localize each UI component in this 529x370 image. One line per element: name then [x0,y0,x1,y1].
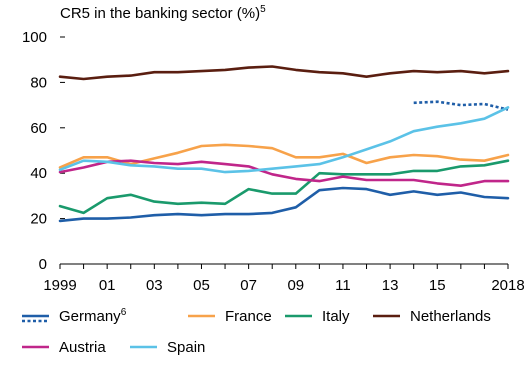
legend-item-germany: Germany6 [22,307,127,325]
x-tick-label: 05 [193,277,210,294]
legend-item-france: France [188,308,272,325]
chart-title-superscript: 5 [260,4,266,15]
legend-label-spain: Spain [167,339,205,356]
legend-label-text: Netherlands [410,308,491,325]
series-line-austria [58,159,510,187]
chart-title: CR5 in the banking sector (%)5 [60,4,266,22]
legend-label-text: Italy [322,308,350,325]
x-tick-label: 13 [382,277,399,294]
x-tick-label: 09 [287,277,304,294]
series-line-france [58,143,510,169]
series-line-italy [58,159,510,215]
x-tick-label: 15 [429,277,446,294]
x-tick-label: 11 [335,277,351,294]
y-tick-label: 100 [22,29,47,46]
legend-label-netherlands: Netherlands [410,308,491,325]
x-tick-label: 03 [146,277,163,294]
legend-item-austria: Austria [22,339,106,356]
legend-label-text: Spain [167,339,205,356]
legend-item-italy: Italy [285,308,350,325]
series-layer [58,65,510,223]
y-tick-label: 20 [30,211,47,228]
legend-label-text: France [225,308,272,325]
x-tick-label: 2018 [491,277,524,294]
x-tick-label: 1999 [43,277,76,294]
legend-item-netherlands: Netherlands [373,308,491,325]
series-line-netherlands [58,65,510,81]
legend-label-superscript: 6 [121,307,127,318]
legend-label-italy: Italy [322,308,350,325]
legend-label-text: Austria [59,339,106,356]
legend-label-germany: Germany6 [59,307,127,325]
legend-label-text: Germany [59,308,121,325]
y-tick-label: 80 [30,74,47,91]
legend-label-austria: Austria [59,339,106,356]
legend-label-france: France [225,308,272,325]
x-tick-label: 01 [99,277,116,294]
series-line-spain [58,106,510,174]
x-tick-label: 07 [240,277,257,294]
y-tick-label: 0 [39,256,47,273]
x-axis: 1999 01 03 05 07 09 11 13 15 2018 [43,263,525,294]
series-line-germany-break-in-series [413,100,509,111]
chart-title-text: CR5 in the banking sector (%) [60,5,260,22]
y-tick-label: 40 [30,165,47,182]
legend: Germany6 France Italy Netherlands Austria Spa… [22,307,491,356]
y-axis: 0 20 40 60 80 100 [22,29,65,273]
legend-item-spain: Spain [130,339,205,356]
y-tick-label: 60 [30,120,47,137]
series-line-germany [58,186,510,223]
